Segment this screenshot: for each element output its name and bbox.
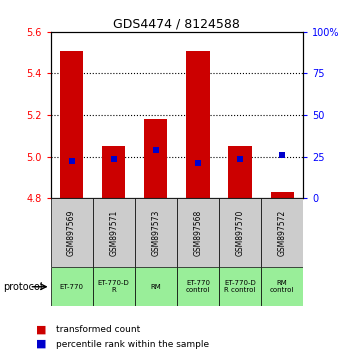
Bar: [93, 198, 135, 267]
Bar: [93, 267, 135, 306]
Bar: [177, 198, 219, 267]
Bar: [51, 267, 93, 306]
Bar: [135, 198, 177, 267]
Bar: [177, 267, 219, 306]
Text: ET-770
control: ET-770 control: [186, 280, 210, 293]
Bar: [60, 51, 83, 198]
Bar: [219, 267, 261, 306]
Bar: [271, 192, 294, 198]
Text: GSM897568: GSM897568: [193, 210, 203, 256]
Text: ET-770-D
R control: ET-770-D R control: [224, 280, 256, 293]
Text: GSM897570: GSM897570: [236, 210, 244, 256]
Bar: [186, 51, 209, 198]
Text: protocol: protocol: [4, 282, 43, 292]
Bar: [51, 198, 93, 267]
Text: GSM897573: GSM897573: [151, 210, 160, 256]
Text: RM
control: RM control: [270, 280, 294, 293]
Bar: [102, 146, 125, 198]
Text: GSM897571: GSM897571: [109, 210, 118, 256]
Text: ET-770-D
R: ET-770-D R: [98, 280, 130, 293]
Text: GSM897569: GSM897569: [67, 210, 76, 256]
Text: percentile rank within the sample: percentile rank within the sample: [56, 339, 209, 349]
Title: GDS4474 / 8124588: GDS4474 / 8124588: [113, 18, 240, 31]
Text: GSM897572: GSM897572: [278, 210, 287, 256]
Text: RM: RM: [151, 284, 161, 290]
Bar: [219, 198, 261, 267]
Bar: [135, 267, 177, 306]
Text: ET-770: ET-770: [60, 284, 84, 290]
Bar: [261, 198, 303, 267]
Bar: [144, 119, 168, 198]
Text: ■: ■: [36, 325, 47, 335]
Text: transformed count: transformed count: [56, 325, 140, 335]
Bar: [261, 267, 303, 306]
Bar: [229, 146, 252, 198]
Text: ■: ■: [36, 339, 47, 349]
